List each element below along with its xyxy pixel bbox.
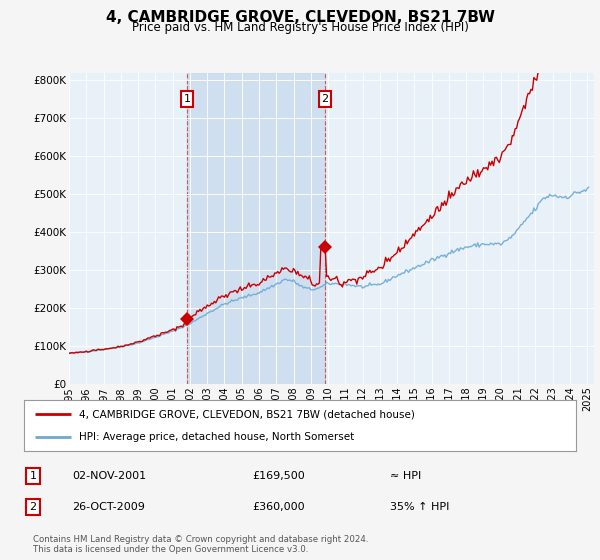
Text: £360,000: £360,000 xyxy=(252,502,305,512)
Text: 4, CAMBRIDGE GROVE, CLEVEDON, BS21 7BW: 4, CAMBRIDGE GROVE, CLEVEDON, BS21 7BW xyxy=(106,10,494,25)
Text: 26-OCT-2009: 26-OCT-2009 xyxy=(72,502,145,512)
Text: Price paid vs. HM Land Registry's House Price Index (HPI): Price paid vs. HM Land Registry's House … xyxy=(131,21,469,34)
Bar xyxy=(187,73,325,384)
Text: £169,500: £169,500 xyxy=(252,471,305,481)
Text: ≈ HPI: ≈ HPI xyxy=(390,471,421,481)
Text: Contains HM Land Registry data © Crown copyright and database right 2024.
This d: Contains HM Land Registry data © Crown c… xyxy=(33,535,368,554)
Text: HPI: Average price, detached house, North Somerset: HPI: Average price, detached house, Nort… xyxy=(79,432,355,442)
Text: 1: 1 xyxy=(184,94,190,104)
Text: 35% ↑ HPI: 35% ↑ HPI xyxy=(390,502,449,512)
Text: 2: 2 xyxy=(322,94,328,104)
Text: 2: 2 xyxy=(29,502,37,512)
Text: 02-NOV-2001: 02-NOV-2001 xyxy=(72,471,146,481)
Text: 4, CAMBRIDGE GROVE, CLEVEDON, BS21 7BW (detached house): 4, CAMBRIDGE GROVE, CLEVEDON, BS21 7BW (… xyxy=(79,409,415,419)
Text: 1: 1 xyxy=(29,471,37,481)
